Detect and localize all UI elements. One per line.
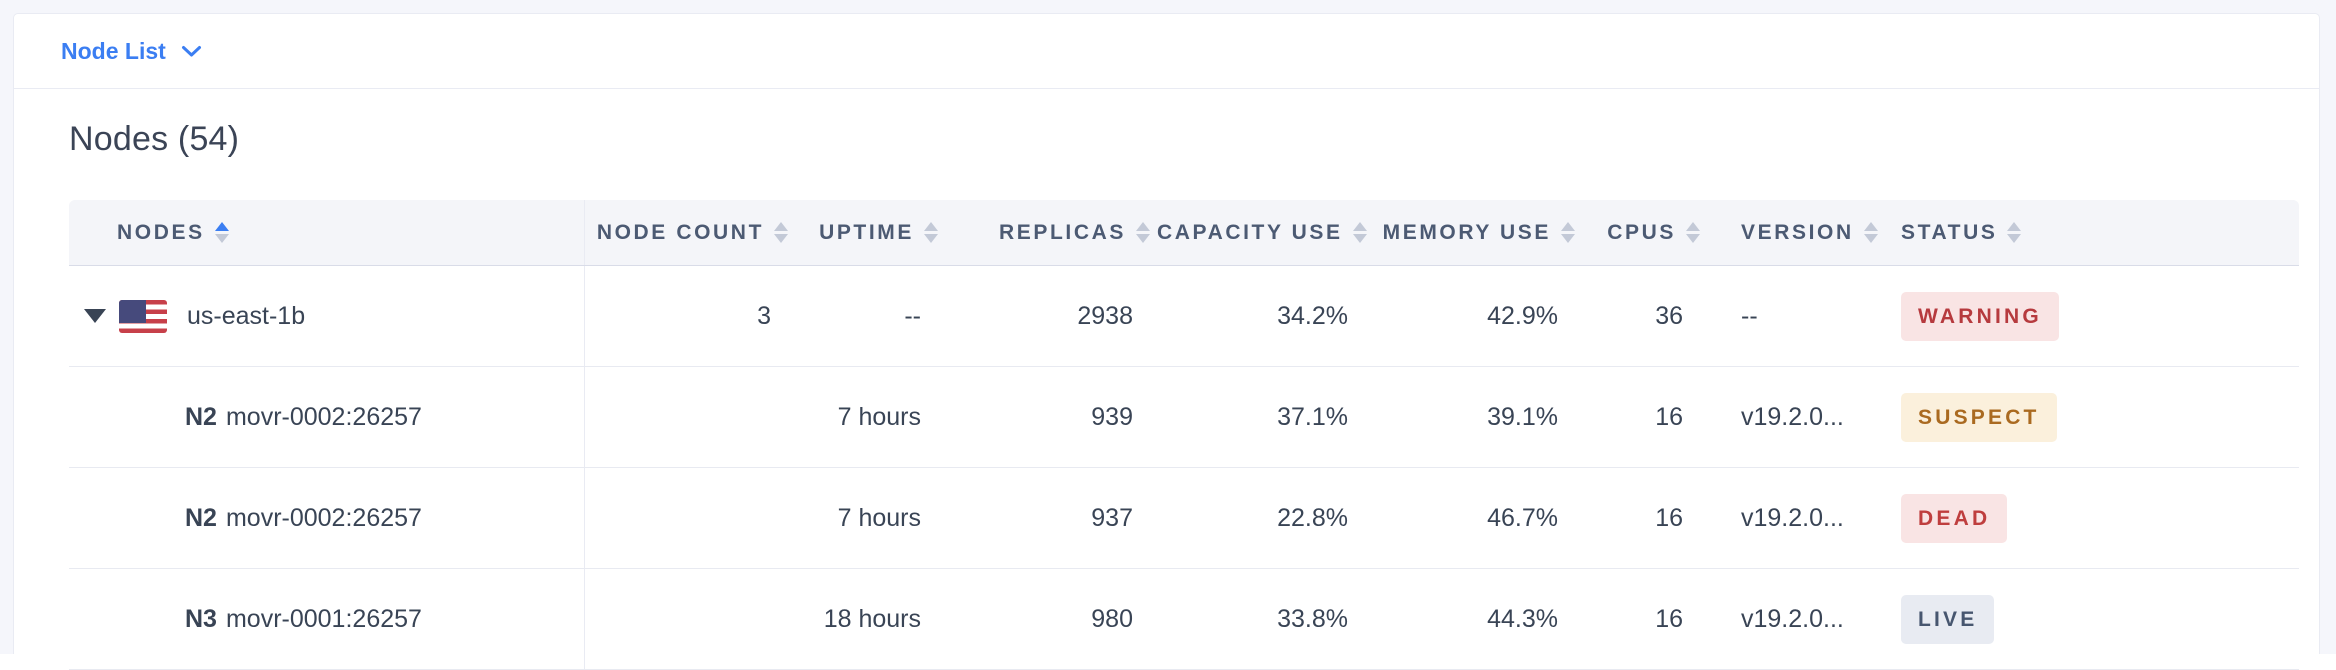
cell-status: DEAD	[1881, 467, 2299, 569]
sort-arrows-icon-capacity-use	[1352, 222, 1367, 243]
cell-nodes: us-east-1b	[69, 265, 585, 367]
cell-cpus: 16	[1581, 568, 1706, 670]
column-header-replicas[interactable]: REPLICAS	[944, 200, 1156, 266]
cell-uptime: 7 hours	[794, 366, 944, 468]
sort-arrows-icon-uptime	[924, 222, 938, 243]
node-row[interactable]: N3 movr-0001:26257 18 hours 980 33.8% 44.3% 16…	[69, 568, 2299, 670]
cell-status: LIVE	[1881, 568, 2299, 670]
node-row[interactable]: N2 movr-0002:26257 7 hours 937 22.8% 46.7% 16 v…	[69, 467, 2299, 569]
cell-cpus: 36	[1581, 265, 1706, 367]
cell-node-count	[584, 366, 794, 468]
cell-version: --	[1706, 265, 1881, 367]
column-header-cpus[interactable]: CPUS	[1581, 200, 1706, 266]
column-label-memory-use: MEMORY USE	[1382, 220, 1551, 244]
cell-memory-use: 44.3%	[1371, 568, 1581, 670]
view-selector-label: Node List	[61, 37, 166, 64]
cell-version: v19.2.0...	[1706, 467, 1881, 569]
column-header-capacity-use[interactable]: CAPACITY USE	[1156, 200, 1371, 266]
page: Node List Nodes (54) NODES NODE COUNT UPTI…	[13, 13, 2320, 670]
view-selector-dropdown[interactable]: Node List	[61, 38, 202, 65]
region-name: us-east-1b	[187, 301, 306, 330]
column-label-cpus: CPUS	[1607, 220, 1676, 244]
cell-uptime: 7 hours	[794, 467, 944, 569]
status-badge: DEAD	[1901, 493, 2008, 543]
column-label-node-count: NODE COUNT	[596, 220, 764, 244]
us-flag-icon	[119, 299, 167, 333]
column-header-uptime[interactable]: UPTIME	[794, 200, 944, 266]
cell-replicas: 980	[944, 568, 1156, 670]
table-header-row: NODES NODE COUNT UPTIME REPLICAS CAPACITY US…	[69, 200, 2299, 266]
cell-node-count	[584, 467, 794, 569]
sort-arrows-icon-status	[2007, 222, 2022, 243]
cell-uptime: 18 hours	[794, 568, 944, 670]
sort-arrows-icon-replicas	[1136, 222, 1150, 243]
cell-node-count: 3	[584, 265, 794, 367]
nodes-table: NODES NODE COUNT UPTIME REPLICAS CAPACITY US…	[69, 200, 2299, 670]
cell-memory-use: 39.1%	[1371, 366, 1581, 468]
column-header-memory-use[interactable]: MEMORY USE	[1371, 200, 1581, 266]
status-badge: SUSPECT	[1901, 392, 2057, 442]
sort-arrows-icon-cpus	[1686, 222, 1700, 243]
cell-status: SUSPECT	[1881, 366, 2299, 468]
node-address: movr-0002:26257	[225, 503, 422, 532]
cell-capacity-use: 33.8%	[1156, 568, 1371, 670]
column-label-capacity-use: CAPACITY USE	[1157, 220, 1343, 244]
card-body: Nodes (54) NODES NODE COUNT UPTIME REPLICAS…	[14, 120, 2319, 670]
column-header-version[interactable]: VERSION	[1706, 200, 1881, 266]
page-title: Nodes (54)	[69, 120, 240, 158]
cell-nodes: N2 movr-0002:26257	[69, 366, 585, 468]
chevron-down-icon	[181, 45, 201, 56]
node-address: movr-0002:26257	[225, 402, 422, 431]
node-id: N3	[185, 604, 217, 633]
cell-replicas: 937	[944, 467, 1156, 569]
node-id: N2	[185, 402, 217, 431]
cell-memory-use: 46.7%	[1371, 467, 1581, 569]
status-badge: LIVE	[1901, 594, 1995, 644]
sort-arrows-icon-version	[1863, 222, 1878, 243]
view-selector-bar: Node List	[14, 14, 2319, 89]
region-row[interactable]: us-east-1b 3 -- 2938 34.2% 42.9% 36 -- WARNING	[69, 265, 2299, 367]
node-row[interactable]: N2 movr-0002:26257 7 hours 939 37.1% 39.1% 16 v…	[69, 366, 2299, 468]
cell-status: WARNING	[1881, 265, 2299, 367]
sort-arrows-icon-memory-use	[1561, 222, 1575, 243]
sort-arrows-icon-nodes	[214, 222, 229, 243]
column-label-status: STATUS	[1901, 220, 1998, 244]
cell-cpus: 16	[1581, 467, 1706, 569]
cell-version: v19.2.0...	[1706, 366, 1881, 468]
column-label-nodes: NODES	[117, 220, 205, 244]
cell-capacity-use: 34.2%	[1156, 265, 1371, 367]
node-list-card: Node List Nodes (54) NODES NODE COUNT UPTI…	[13, 13, 2320, 670]
column-header-nodes[interactable]: NODES	[69, 200, 585, 266]
cell-capacity-use: 22.8%	[1156, 467, 1371, 569]
node-id: N2	[185, 503, 217, 532]
cell-cpus: 16	[1581, 366, 1706, 468]
column-header-status[interactable]: STATUS	[1881, 200, 2299, 266]
cell-nodes: N2 movr-0002:26257	[69, 467, 585, 569]
cell-memory-use: 42.9%	[1371, 265, 1581, 367]
table-body: us-east-1b 3 -- 2938 34.2% 42.9% 36 -- WARNING N2…	[69, 265, 2299, 670]
cell-version: v19.2.0...	[1706, 568, 1881, 670]
cell-capacity-use: 37.1%	[1156, 366, 1371, 468]
column-label-version: VERSION	[1741, 220, 1854, 244]
column-label-replicas: REPLICAS	[999, 220, 1126, 244]
sort-arrows-icon-node-count	[774, 222, 788, 243]
status-badge: WARNING	[1901, 291, 2059, 341]
node-address: movr-0001:26257	[225, 604, 422, 633]
column-header-node-count[interactable]: NODE COUNT	[584, 200, 794, 266]
cell-nodes: N3 movr-0001:26257	[69, 568, 585, 670]
caret-down-icon[interactable]	[84, 309, 106, 323]
cell-replicas: 2938	[944, 265, 1156, 367]
cell-replicas: 939	[944, 366, 1156, 468]
cell-uptime: --	[794, 265, 944, 367]
cell-node-count	[584, 568, 794, 670]
column-label-uptime: UPTIME	[819, 220, 914, 244]
